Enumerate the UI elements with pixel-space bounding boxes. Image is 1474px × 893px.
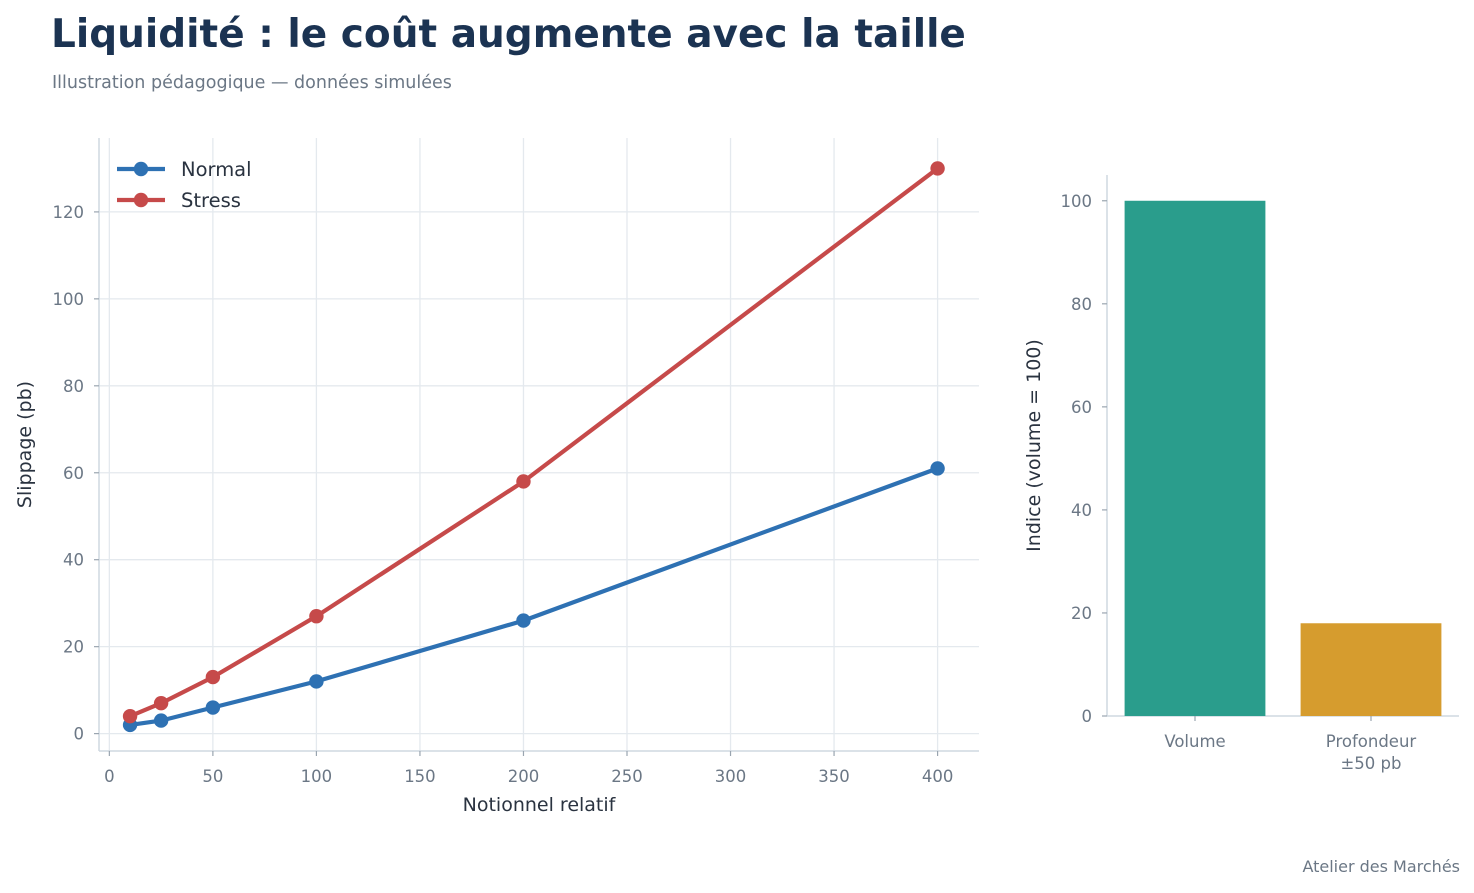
y-tick-label: 0	[74, 725, 85, 744]
slippage-line-chart: 0 50 100 150 200 250 300 350 400 0 20 40 60 80 100 120 N…	[14, 138, 979, 816]
data-point-stress	[930, 161, 945, 176]
data-point-stress	[205, 669, 221, 685]
x-tick-label: 300	[715, 767, 747, 786]
bar-y-tick-label: 80	[1071, 295, 1092, 314]
bar-profondeur	[1300, 623, 1442, 716]
y-tick-label: 20	[63, 638, 84, 657]
y-tick-label: 80	[63, 377, 84, 396]
data-point-stress	[122, 709, 138, 724]
chart-subtitle: Illustration pédagogique — données simul…	[52, 73, 452, 93]
data-point-normal	[309, 674, 324, 689]
data-point-normal	[930, 461, 945, 476]
x-tick-label: 0	[104, 767, 115, 786]
liquidity-index-bar-chart: 0 20 40 60 80 100 Volume Profondeur ±50 pb Indice…	[1023, 175, 1459, 773]
bar-category-label-volume: Volume	[1164, 732, 1225, 751]
data-point-normal	[205, 700, 221, 715]
legend-marker-normal	[133, 161, 149, 177]
x-tick-label: 150	[404, 767, 436, 786]
bar-y-axis-label: Indice (volume = 100)	[1023, 339, 1045, 552]
y-tick-label: 60	[63, 464, 84, 483]
series-line-stress	[128, 166, 940, 719]
bar-y-tick-label: 20	[1071, 604, 1092, 623]
x-tick-label: 200	[508, 767, 540, 786]
data-point-stress	[153, 695, 169, 711]
bar-y-tick-label: 40	[1071, 501, 1092, 520]
bar-category-label-profondeur: Profondeur ±50 pb	[1326, 732, 1417, 773]
x-tick-label: 50	[202, 767, 223, 786]
x-tick-label: 400	[922, 767, 954, 786]
x-tick-label: 250	[611, 767, 643, 786]
bar-volume	[1124, 200, 1266, 716]
y-tick-label: 100	[53, 290, 85, 309]
chart-title: Liquidité : le coût augmente avec la tai…	[51, 12, 966, 57]
bar-y-tick-label: 100	[1061, 192, 1093, 211]
legend-marker-stress	[133, 192, 149, 208]
y-axis-label: Slippage (pb)	[14, 381, 36, 508]
data-point-normal	[516, 613, 531, 628]
y-tick-label: 40	[63, 551, 84, 570]
data-point-stress	[309, 609, 324, 624]
data-point-normal	[153, 713, 169, 728]
legend-label-stress: Stress	[181, 189, 241, 212]
source-credit: Atelier des Marchés	[1302, 857, 1460, 876]
bar-y-tick-label: 0	[1082, 707, 1093, 726]
x-axis-label: Notionnel relatif	[463, 794, 617, 816]
legend-label-normal: Normal	[181, 158, 252, 181]
data-point-stress	[516, 474, 531, 489]
bar-y-tick-label: 60	[1071, 398, 1092, 417]
x-tick-label: 100	[301, 767, 333, 786]
series-line-normal	[128, 466, 940, 728]
y-tick-label: 120	[53, 203, 85, 222]
x-tick-label: 350	[818, 767, 850, 786]
